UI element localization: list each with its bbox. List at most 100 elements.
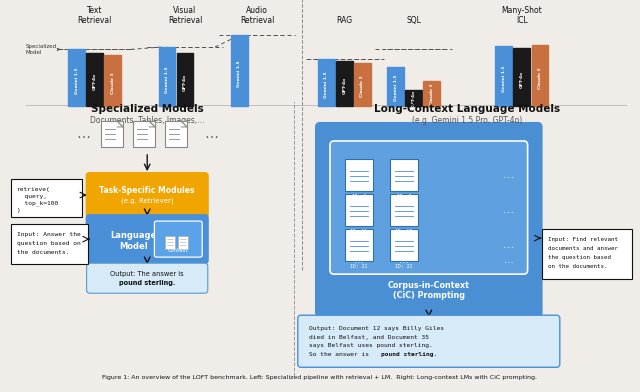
Text: pound sterling.: pound sterling.	[381, 352, 437, 357]
Text: Claude 3: Claude 3	[111, 72, 115, 94]
Text: Task-Specific Modules: Task-Specific Modules	[99, 185, 195, 194]
Text: Gemini 1.5: Gemini 1.5	[75, 67, 79, 94]
Text: Gemini 1.5: Gemini 1.5	[324, 71, 328, 98]
Text: ): )	[17, 208, 20, 212]
Text: died in Belfast, and Document 35: died in Belfast, and Document 35	[308, 335, 429, 340]
FancyBboxPatch shape	[86, 172, 209, 218]
Text: Claude 3: Claude 3	[429, 84, 434, 105]
FancyBboxPatch shape	[330, 141, 527, 274]
Text: …: …	[503, 205, 514, 215]
Text: Claude 3: Claude 3	[360, 76, 365, 97]
Text: ID: 2: ID: 2	[397, 194, 411, 199]
FancyBboxPatch shape	[11, 224, 88, 264]
Bar	[513, 48, 531, 106]
FancyBboxPatch shape	[179, 236, 188, 249]
FancyBboxPatch shape	[390, 194, 418, 226]
FancyBboxPatch shape	[11, 179, 82, 217]
Text: query,: query,	[17, 194, 47, 199]
FancyBboxPatch shape	[390, 229, 418, 261]
Text: So the answer is: So the answer is	[308, 352, 372, 357]
Text: GPT-4o: GPT-4o	[520, 71, 524, 88]
Text: Input: Find relevant: Input: Find relevant	[548, 237, 618, 241]
Text: Model: Model	[119, 241, 148, 250]
Text: Figure 1: An overview of the LOFT benchmark. Left: Specialized pipeline with ret: Figure 1: An overview of the LOFT benchm…	[102, 376, 538, 380]
Bar	[159, 47, 175, 106]
Text: RAG: RAG	[337, 16, 353, 25]
Text: ID: 22: ID: 22	[396, 264, 413, 269]
Bar	[336, 61, 353, 106]
FancyBboxPatch shape	[345, 229, 373, 261]
Text: top_k=100: top_k=100	[17, 200, 58, 206]
Text: ID: 11: ID: 11	[350, 229, 367, 234]
Bar	[231, 35, 248, 106]
FancyBboxPatch shape	[154, 221, 202, 257]
FancyBboxPatch shape	[165, 121, 187, 147]
Text: question based on: question based on	[17, 241, 81, 246]
Text: Text
Retrieval: Text Retrieval	[77, 6, 112, 25]
Text: GPT-4o: GPT-4o	[342, 77, 346, 94]
FancyBboxPatch shape	[345, 159, 373, 191]
Text: …: …	[504, 255, 513, 265]
Text: on the documents.: on the documents.	[548, 264, 607, 269]
Bar	[387, 67, 404, 106]
Text: Input: Answer the: Input: Answer the	[17, 232, 81, 237]
Text: Output: Document 12 says Billy Giles: Output: Document 12 says Billy Giles	[308, 326, 444, 331]
Text: …: …	[503, 240, 514, 250]
Text: …: …	[399, 255, 409, 265]
FancyBboxPatch shape	[390, 159, 418, 191]
Text: documents and answer: documents and answer	[548, 246, 618, 250]
Bar	[177, 53, 193, 106]
Text: ID: 1: ID: 1	[352, 194, 366, 199]
Text: GPT-4o: GPT-4o	[183, 74, 187, 91]
Text: Visual
Retrieval: Visual Retrieval	[168, 6, 202, 25]
Text: Gemini 1.5: Gemini 1.5	[502, 66, 506, 92]
Text: (e.g. Gemini 1.5 Pro, GPT-4o): (e.g. Gemini 1.5 Pro, GPT-4o)	[412, 116, 522, 125]
Text: Specialized Models: Specialized Models	[91, 104, 204, 114]
Bar	[318, 59, 335, 106]
Bar	[86, 53, 103, 106]
Text: …: …	[76, 127, 90, 141]
FancyBboxPatch shape	[345, 194, 373, 226]
FancyBboxPatch shape	[542, 229, 632, 279]
FancyBboxPatch shape	[315, 122, 543, 317]
Text: Specialized
Model: Specialized Model	[26, 44, 60, 55]
Bar	[495, 46, 512, 106]
Text: Long-Context Language Models: Long-Context Language Models	[374, 104, 560, 114]
Text: ID: 21: ID: 21	[350, 264, 367, 269]
Text: the question based: the question based	[548, 255, 611, 260]
Text: Output: The answer is: Output: The answer is	[110, 271, 184, 277]
Text: says Belfast uses pound sterling.: says Belfast uses pound sterling.	[308, 343, 433, 348]
FancyBboxPatch shape	[86, 263, 208, 293]
Text: …: …	[204, 127, 218, 141]
Text: Documents, Tables, Images,…: Documents, Tables, Images,…	[90, 116, 205, 125]
Text: SQL: SQL	[406, 16, 421, 25]
Text: GPT-4o: GPT-4o	[412, 90, 415, 107]
Text: Claude 3: Claude 3	[538, 67, 542, 89]
Text: Many-Shot
ICL: Many-Shot ICL	[502, 6, 542, 25]
Text: Language: Language	[110, 230, 157, 240]
Bar	[423, 81, 440, 106]
Text: pound sterling.: pound sterling.	[119, 280, 175, 286]
Bar	[104, 55, 121, 106]
FancyBboxPatch shape	[101, 121, 123, 147]
Text: ID: 12: ID: 12	[396, 229, 413, 234]
Text: Corpus-in-Context
(CiC) Prompting: Corpus-in-Context (CiC) Prompting	[388, 281, 470, 300]
FancyBboxPatch shape	[133, 121, 155, 147]
Text: Audio
Retrieval: Audio Retrieval	[240, 6, 275, 25]
Text: Gemini 1.5: Gemini 1.5	[165, 66, 169, 93]
FancyBboxPatch shape	[86, 214, 209, 264]
Bar	[405, 90, 422, 106]
Text: …: …	[503, 170, 514, 180]
Text: Gemini 1.5: Gemini 1.5	[394, 75, 397, 102]
Text: (e.g. Retriever): (e.g. Retriever)	[121, 198, 173, 204]
Bar	[532, 45, 548, 106]
Text: retrieve(: retrieve(	[17, 187, 51, 192]
Text: Gemini 1.5: Gemini 1.5	[237, 61, 241, 87]
Text: GPT-4o: GPT-4o	[93, 73, 97, 91]
FancyBboxPatch shape	[298, 315, 560, 367]
Text: the documents.: the documents.	[17, 250, 69, 255]
FancyBboxPatch shape	[165, 236, 175, 249]
Bar	[354, 63, 371, 106]
Text: Context: Context	[168, 248, 189, 253]
Bar	[68, 49, 85, 106]
